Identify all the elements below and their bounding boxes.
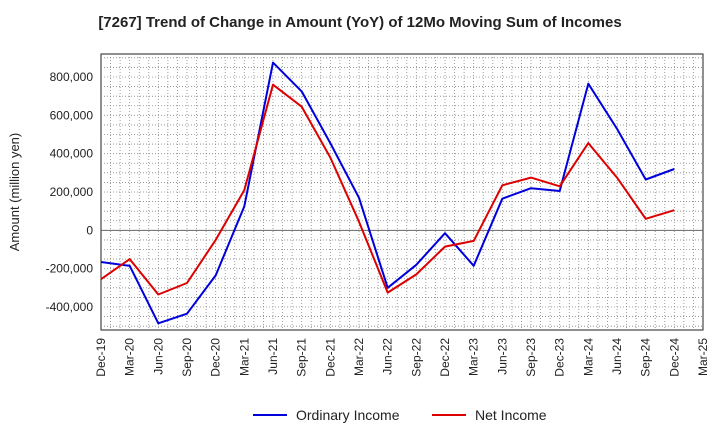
x-tick-label: Sep-23 xyxy=(524,338,538,377)
x-tick-label: Jun-20 xyxy=(151,338,165,375)
x-tick-label: Dec-21 xyxy=(323,338,337,377)
x-tick-label: Sep-24 xyxy=(639,338,653,377)
x-tick-label: Dec-23 xyxy=(553,338,567,377)
x-tick-label: Jun-23 xyxy=(495,338,509,375)
series-line xyxy=(100,83,675,296)
y-tick-label: -400,000 xyxy=(46,300,94,314)
y-tick-label: 600,000 xyxy=(50,108,94,122)
series-line xyxy=(100,61,675,325)
x-tick-label: Jun-21 xyxy=(266,338,280,375)
x-tick-label: Jun-24 xyxy=(610,338,624,375)
x-tick-label: Sep-22 xyxy=(409,338,423,377)
legend-label: Net Income xyxy=(475,407,547,423)
y-tick-label: 200,000 xyxy=(50,185,94,199)
x-tick-label: Dec-20 xyxy=(209,338,223,377)
x-tick-label: Mar-20 xyxy=(123,338,137,376)
x-tick-label: Mar-22 xyxy=(352,338,366,376)
x-tick-label: Mar-21 xyxy=(237,338,251,376)
y-axis-title: Amount (million yen) xyxy=(7,133,22,252)
x-tick-label: Mar-25 xyxy=(696,338,710,376)
y-tick-label: 0 xyxy=(86,223,93,237)
x-tick-label: Mar-23 xyxy=(467,338,481,376)
x-tick-label: Dec-24 xyxy=(667,338,681,377)
chart-title: [7267] Trend of Change in Amount (YoY) o… xyxy=(98,14,622,31)
x-tick-label: Dec-19 xyxy=(94,338,108,377)
y-tick-label: 800,000 xyxy=(50,70,94,84)
x-tick-label: Jun-22 xyxy=(381,338,395,375)
x-tick-label: Dec-22 xyxy=(438,338,452,377)
legend-label: Ordinary Income xyxy=(296,407,400,423)
x-tick-label: Mar-24 xyxy=(581,338,595,376)
x-tick-label: Sep-20 xyxy=(180,338,194,377)
y-tick-label: 400,000 xyxy=(50,147,94,161)
x-tick-label: Sep-21 xyxy=(295,338,309,377)
y-tick-label: -200,000 xyxy=(46,262,94,276)
